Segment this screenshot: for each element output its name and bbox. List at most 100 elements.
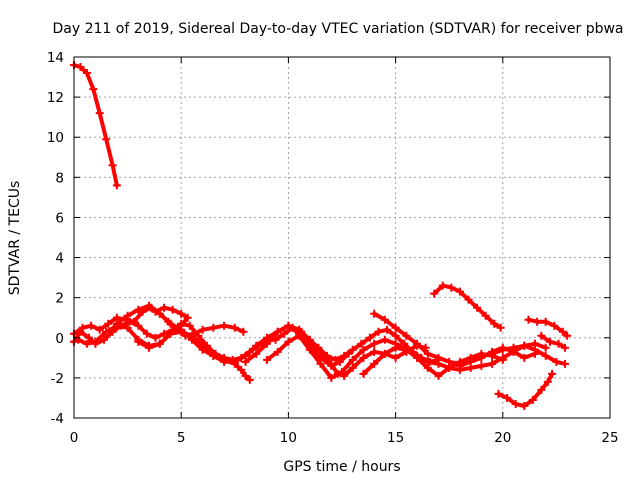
data-point xyxy=(85,333,94,342)
data-point xyxy=(511,399,520,408)
data-point xyxy=(552,357,561,366)
data-point xyxy=(125,317,134,326)
data-point xyxy=(380,315,389,324)
data-point xyxy=(177,321,186,330)
data-point xyxy=(245,375,254,384)
data-point xyxy=(87,321,96,330)
y-tick-label: 8 xyxy=(55,170,64,186)
y-tick-label: 6 xyxy=(55,210,64,226)
data-point xyxy=(423,349,432,358)
data-point xyxy=(488,347,497,356)
data-point xyxy=(338,367,346,376)
data-point xyxy=(430,289,439,298)
data-point xyxy=(560,359,569,368)
y-tick-label: -2 xyxy=(51,371,64,387)
data-point xyxy=(548,369,557,378)
data-point xyxy=(503,393,512,402)
data-point xyxy=(230,323,239,332)
data-point xyxy=(280,329,289,338)
data-point xyxy=(134,305,143,314)
data-point xyxy=(95,325,104,334)
series-line-sat-m xyxy=(539,333,567,350)
data-point xyxy=(134,321,143,330)
y-tick-label: 2 xyxy=(55,291,64,307)
data-point xyxy=(74,335,83,344)
data-point xyxy=(295,331,304,340)
data-point xyxy=(413,351,422,360)
data-point xyxy=(78,323,87,332)
data-point xyxy=(198,345,207,354)
series-line-sat-f xyxy=(136,305,190,350)
data-point xyxy=(335,357,344,366)
data-point xyxy=(537,331,546,340)
data-point xyxy=(530,349,539,358)
data-point xyxy=(380,349,389,358)
data-point xyxy=(498,343,507,352)
data-point xyxy=(359,369,368,378)
data-point xyxy=(168,305,177,314)
data-point xyxy=(209,351,218,360)
data-point xyxy=(134,337,143,346)
data-point xyxy=(524,315,533,324)
data-point xyxy=(477,353,486,362)
data-point xyxy=(391,353,400,362)
data-point xyxy=(262,355,271,364)
data-point xyxy=(316,347,325,356)
data-point xyxy=(112,319,121,328)
x-tick-label: 25 xyxy=(601,430,618,446)
y-tick-label: 12 xyxy=(47,90,64,106)
data-point xyxy=(520,401,529,410)
data-point xyxy=(545,337,554,346)
data-point xyxy=(466,357,475,366)
series-line-sat-a xyxy=(72,63,119,188)
y-tick-label: -4 xyxy=(51,411,64,427)
data-point xyxy=(370,309,379,318)
y-tick-label: 10 xyxy=(47,130,64,146)
data-point xyxy=(434,371,443,380)
data-point xyxy=(365,333,374,342)
grid-lines xyxy=(74,57,610,418)
data-point xyxy=(177,309,186,318)
data-point xyxy=(520,341,529,350)
data-point xyxy=(239,327,248,336)
data-point xyxy=(241,357,250,366)
data-point xyxy=(533,317,542,326)
data-point xyxy=(142,329,151,338)
data-point xyxy=(537,385,546,394)
data-point xyxy=(357,339,366,348)
data-point xyxy=(145,343,154,352)
data-point xyxy=(230,359,239,368)
data-point xyxy=(102,327,111,336)
data-point xyxy=(359,345,368,354)
data-point xyxy=(305,337,314,346)
data-point xyxy=(402,345,411,354)
data-point xyxy=(241,371,250,380)
data-point xyxy=(520,353,529,362)
data-point xyxy=(473,303,482,312)
y-tick-label: 14 xyxy=(47,50,64,66)
data-point xyxy=(560,343,569,352)
data-point xyxy=(151,333,160,342)
data-point xyxy=(155,339,164,348)
y-axis-title: SDTVAR / TECUs xyxy=(7,181,23,296)
data-point xyxy=(359,353,368,362)
data-point xyxy=(348,363,357,372)
data-point xyxy=(447,283,456,292)
data-point xyxy=(237,365,246,374)
data-point xyxy=(543,377,552,386)
data-point xyxy=(455,361,464,370)
data-point xyxy=(455,287,464,296)
data-point xyxy=(528,395,537,404)
data-point xyxy=(209,323,218,332)
y-tick-label: 4 xyxy=(55,251,64,267)
data-point xyxy=(252,341,261,350)
data-point xyxy=(434,353,443,362)
x-tick-label: 20 xyxy=(494,430,511,446)
data-point xyxy=(198,325,207,334)
data-point xyxy=(348,345,357,354)
axis-ticks: 0 5 10 15 20 25 -4 -2 0 2 4 6 8 10 12 14 xyxy=(47,50,619,446)
data-point xyxy=(340,371,349,380)
x-tick-label: 15 xyxy=(387,430,404,446)
data-point xyxy=(530,339,539,348)
data-point xyxy=(252,349,261,358)
